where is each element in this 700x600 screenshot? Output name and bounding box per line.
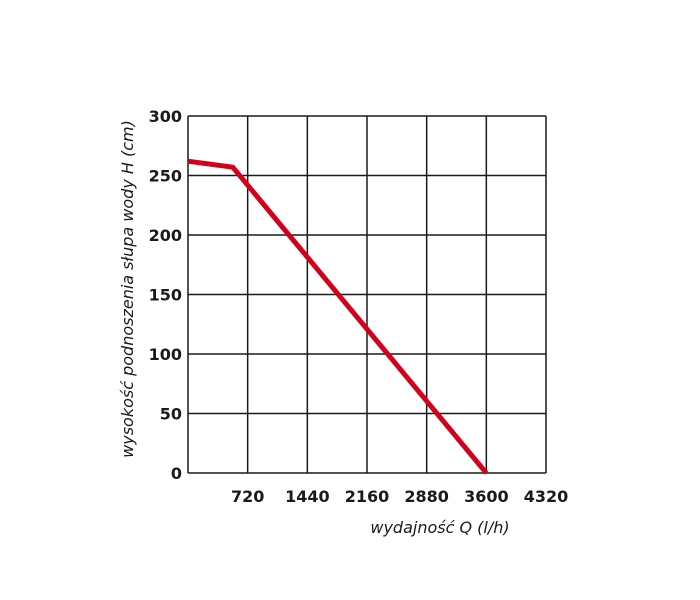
y-tick-label: 150 xyxy=(149,286,182,305)
y-tick-label: 0 xyxy=(171,464,182,483)
y-tick-label: 50 xyxy=(160,405,182,424)
y-tick-label: 300 xyxy=(149,107,182,126)
y-tick-label: 100 xyxy=(149,345,182,364)
x-tick-label: 2880 xyxy=(404,487,449,506)
x-tick-label: 4320 xyxy=(524,487,569,506)
y-tick-label: 200 xyxy=(149,226,182,245)
series-group xyxy=(187,158,489,475)
x-tick-labels: 720 1440 2160 2880 3600 4320 xyxy=(231,487,568,506)
y-tick-label: 250 xyxy=(149,167,182,186)
grid xyxy=(187,115,547,474)
x-tick-label: 720 xyxy=(231,487,264,506)
series-line xyxy=(187,158,489,475)
x-tick-label: 1440 xyxy=(285,487,330,506)
x-tick-label: 3600 xyxy=(464,487,509,506)
y-axis-label: wysokość podnoszenia słupa wody H (cm) xyxy=(118,120,137,458)
x-tick-label: 2160 xyxy=(345,487,390,506)
x-axis-label: wydajność Q (l/h) xyxy=(370,518,509,537)
y-tick-labels: 0 50 100 150 200 250 300 xyxy=(149,107,182,483)
